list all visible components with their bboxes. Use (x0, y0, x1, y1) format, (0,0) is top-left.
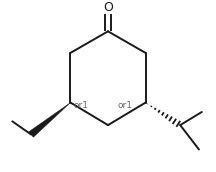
Text: or1: or1 (73, 101, 88, 110)
Polygon shape (29, 103, 70, 137)
Text: or1: or1 (117, 101, 132, 110)
Text: O: O (103, 1, 113, 14)
